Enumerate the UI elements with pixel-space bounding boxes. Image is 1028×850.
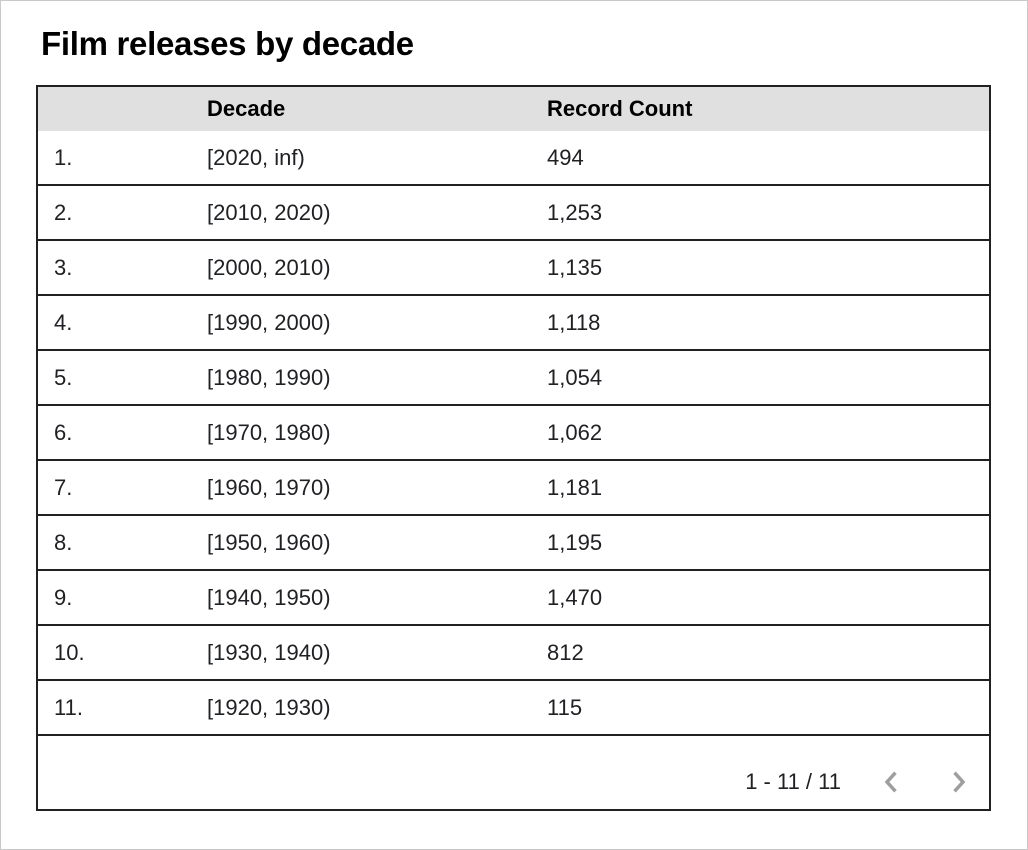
cell-row-number: 8. — [38, 516, 191, 571]
pagination-bar: 1 - 11 / 11 — [38, 736, 989, 809]
cell-decade: [1980, 1990) — [191, 351, 531, 406]
cell-record-count: 1,470 — [531, 571, 989, 626]
table-row: 5. [1980, 1990) 1,054 — [38, 351, 989, 406]
cell-decade: [1930, 1940) — [191, 626, 531, 681]
cell-record-count: 1,195 — [531, 516, 989, 571]
cell-row-number: 2. — [38, 186, 191, 241]
page-title: Film releases by decade — [41, 25, 414, 62]
cell-row-number: 4. — [38, 296, 191, 351]
table-row: 10. [1930, 1940) 812 — [38, 626, 989, 681]
cell-decade: [2020, inf) — [191, 131, 531, 186]
cell-record-count: 812 — [531, 626, 989, 681]
col-header-index — [38, 87, 191, 131]
cell-record-count: 1,253 — [531, 186, 989, 241]
table-row: 1. [2020, inf) 494 — [38, 131, 989, 186]
cell-decade: [1970, 1980) — [191, 406, 531, 461]
cell-decade: [1990, 2000) — [191, 296, 531, 351]
cell-record-count: 1,054 — [531, 351, 989, 406]
prev-page-button[interactable] — [873, 764, 909, 800]
header-row: Decade Record Count — [38, 87, 989, 131]
cell-record-count: 1,118 — [531, 296, 989, 351]
data-table: Decade Record Count 1. [2020, inf) 494 2… — [38, 87, 989, 736]
table-row: 9. [1940, 1950) 1,470 — [38, 571, 989, 626]
cell-record-count: 494 — [531, 131, 989, 186]
cell-row-number: 1. — [38, 131, 191, 186]
cell-row-number: 6. — [38, 406, 191, 461]
table-row: 8. [1950, 1960) 1,195 — [38, 516, 989, 571]
cell-decade: [1920, 1930) — [191, 681, 531, 736]
table-row: 6. [1970, 1980) 1,062 — [38, 406, 989, 461]
cell-row-number: 9. — [38, 571, 191, 626]
table-row: 4. [1990, 2000) 1,118 — [38, 296, 989, 351]
cell-record-count: 1,135 — [531, 241, 989, 296]
next-page-button[interactable] — [941, 764, 977, 800]
cell-decade: [1940, 1950) — [191, 571, 531, 626]
table-row: 11. [1920, 1930) 115 — [38, 681, 989, 736]
chevron-right-icon — [953, 770, 966, 793]
cell-record-count: 1,181 — [531, 461, 989, 516]
cell-decade: [1960, 1970) — [191, 461, 531, 516]
col-header-decade[interactable]: Decade — [191, 87, 531, 131]
table-row: 3. [2000, 2010) 1,135 — [38, 241, 989, 296]
cell-row-number: 3. — [38, 241, 191, 296]
chevron-left-icon — [884, 770, 897, 793]
cell-record-count: 1,062 — [531, 406, 989, 461]
col-header-record-count[interactable]: Record Count — [531, 87, 989, 131]
cell-row-number: 11. — [38, 681, 191, 736]
cell-decade: [2010, 2020) — [191, 186, 531, 241]
table-row: 2. [2010, 2020) 1,253 — [38, 186, 989, 241]
pagination-range-label: 1 - 11 / 11 — [745, 768, 841, 794]
table-row: 7. [1960, 1970) 1,181 — [38, 461, 989, 516]
film-releases-table: Decade Record Count 1. [2020, inf) 494 2… — [36, 85, 991, 811]
cell-decade: [1950, 1960) — [191, 516, 531, 571]
cell-row-number: 10. — [38, 626, 191, 681]
cell-decade: [2000, 2010) — [191, 241, 531, 296]
cell-row-number: 7. — [38, 461, 191, 516]
cell-record-count: 115 — [531, 681, 989, 736]
cell-row-number: 5. — [38, 351, 191, 406]
